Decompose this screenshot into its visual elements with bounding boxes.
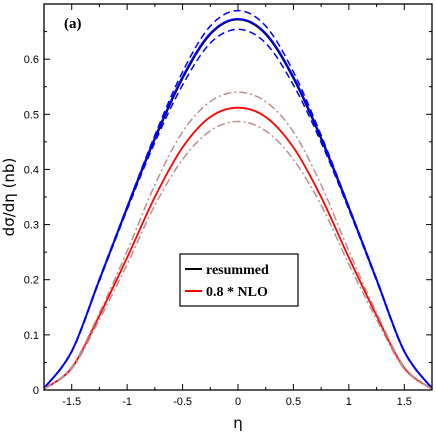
plot-frame: [43, 3, 433, 391]
series-line-4: [43, 106, 433, 390]
x-tick-label: 0: [235, 396, 241, 408]
y-tick-label: 0: [33, 385, 39, 397]
legend-box: [179, 253, 299, 307]
axis-ticks: -1.5 -1 -0.5 0 0.5 1 1.5 0 0.1 0.2 0.3 0.4 0.5 0.6: [24, 4, 433, 408]
x-tick-label: -1: [122, 396, 132, 408]
series-line-0: [43, 18, 433, 389]
series-group: [43, 9, 433, 390]
y-tick-label: 0.1: [24, 330, 39, 342]
series-line-5: [43, 91, 433, 390]
y-tick-label: 0.2: [24, 275, 39, 287]
panel-label: (a): [64, 16, 82, 32]
y-tick-label: 0.6: [24, 54, 39, 66]
x-tick-label: 0.5: [286, 396, 301, 408]
x-tick-label: -0.5: [173, 396, 192, 408]
y-tick-label: 0.3: [24, 220, 39, 232]
series-line-3: [43, 17, 433, 389]
series-line-1: [43, 9, 433, 389]
x-tick-label: 1.5: [397, 396, 412, 408]
y-tick-label: 0.4: [24, 164, 39, 176]
x-tick-label: 1: [346, 396, 352, 408]
x-tick-label: -1.5: [62, 396, 81, 408]
y-axis-title: dσ/dη (nb): [0, 158, 18, 237]
series-line-6: [43, 120, 433, 390]
series-line-2: [43, 28, 433, 389]
legend-label: 0.8 * NLO: [206, 285, 268, 300]
x-axis-title: η: [233, 414, 243, 432]
y-tick-label: 0.5: [24, 109, 39, 121]
legend-label: resummed: [206, 263, 269, 278]
legend: resummed 0.8 * NLO: [179, 253, 299, 307]
